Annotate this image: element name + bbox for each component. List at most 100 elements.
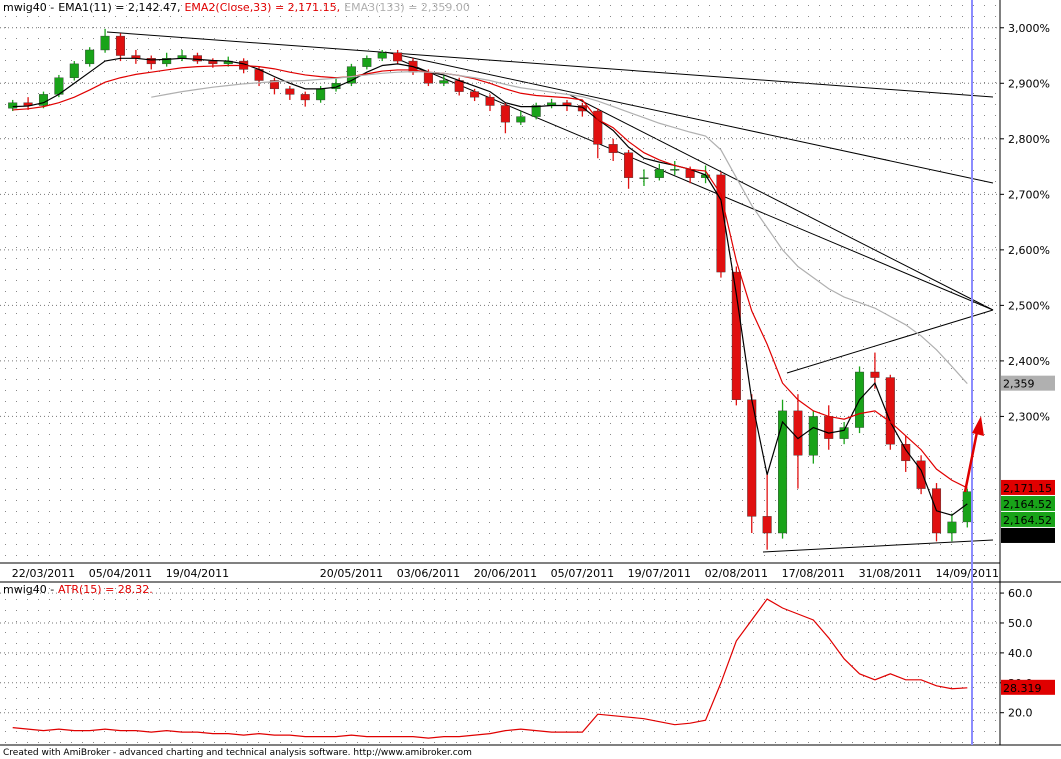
legend-entry: EMA1(11) = 2,142.47, [58, 1, 180, 14]
trendline [762, 539, 994, 553]
candle-body [793, 410, 803, 456]
value-label: 28.319 [1003, 682, 1042, 695]
candle-body [115, 35, 125, 56]
value-label: 2,164.52 [1003, 514, 1052, 527]
candle-body [639, 177, 649, 179]
trendline [399, 59, 994, 311]
candle-body [285, 88, 295, 95]
candle-body [593, 110, 603, 145]
series-line [151, 71, 968, 385]
candle-body [362, 58, 372, 67]
candle-body [423, 71, 433, 84]
value-label: 2,142.47 [1003, 530, 1052, 543]
x-tick-label: 20/06/2011 [474, 567, 537, 580]
candle-body [731, 271, 741, 400]
candle-body [901, 443, 911, 462]
candle-body [824, 416, 834, 439]
candle-body [8, 102, 18, 109]
value-label-box [1001, 479, 1055, 495]
series-line [12, 598, 968, 739]
value-label-box [1001, 527, 1055, 543]
x-tick-label: 14/09/2011 [936, 567, 999, 580]
candle-body [485, 96, 495, 106]
trendline [106, 31, 994, 98]
candle-body [916, 460, 926, 489]
candle-body [808, 416, 818, 456]
candle-body [762, 516, 772, 534]
x-tick-label: 03/06/2011 [397, 567, 460, 580]
trendline [384, 51, 994, 184]
candle-body [885, 377, 895, 445]
value-label-box [1001, 375, 1055, 391]
candle-body [85, 49, 95, 65]
candle-body [300, 94, 310, 101]
x-tick-label: 22/03/2011 [12, 567, 75, 580]
candle-body [192, 55, 202, 62]
candle-body [439, 80, 449, 84]
y-tick-label: 2,600% [1008, 244, 1050, 257]
candle-body [624, 152, 634, 178]
candle-body [531, 105, 541, 117]
candle-body [577, 105, 587, 112]
candle-body [331, 83, 341, 90]
y-tick-label: 2,400% [1008, 355, 1050, 368]
y-tick-label: 2,300% [1008, 410, 1050, 423]
header-title: mwig40 - [3, 1, 54, 14]
panel-header: mwig40 - EMA1(11) = 2,142.47, EMA2(Close,3… [3, 1, 470, 14]
x-tick-label: 19/04/2011 [166, 567, 229, 580]
candle-body [377, 52, 387, 59]
candle-body [100, 35, 110, 51]
x-tick-label: 02/08/2011 [705, 567, 768, 580]
series-line [12, 57, 968, 516]
x-tick-label: 19/07/2011 [628, 567, 691, 580]
candle-body [654, 169, 664, 178]
candle-body [162, 58, 172, 65]
candle-body [947, 521, 957, 534]
candle-body [839, 427, 849, 439]
arrow-head [972, 416, 984, 436]
y-tick-label: 40.0 [1008, 647, 1033, 660]
x-tick-label: 05/04/2011 [89, 567, 152, 580]
header-title: mwig40 - [3, 583, 54, 596]
candle-body [516, 116, 526, 123]
y-tick-label: 20.0 [1008, 707, 1033, 720]
y-tick-label: 2,900% [1008, 77, 1050, 90]
candle-body [393, 52, 403, 62]
candle-body [69, 63, 79, 78]
trendline [569, 94, 994, 311]
candle-body [346, 66, 356, 84]
footer: Created with AmiBroker - advanced charti… [3, 748, 472, 758]
arrow-shaft [963, 431, 979, 493]
y-tick-label: 60.0 [1008, 587, 1033, 600]
x-tick-label: 05/07/2011 [551, 567, 614, 580]
candle-body [146, 58, 156, 65]
candle-body [316, 88, 326, 101]
candle-body [208, 60, 218, 65]
y-tick-label: 3,000% [1008, 22, 1050, 35]
x-tick-label: 20/05/2011 [320, 567, 383, 580]
value-label: 2,171.15 [1003, 482, 1052, 495]
legend-entry: EMA3(133) = 2,359.00 [344, 1, 470, 14]
panel-header: mwig40 - ATR(15) = 28.32. [3, 583, 153, 596]
value-label: 2,164.52 [1003, 498, 1052, 511]
trendlines [106, 31, 994, 553]
plot-area: 2,300% 2,400% 2,500% 2,600% 2,700% 2,800% 2,90… [0, 1, 1055, 739]
y-tick-label: 2,500% [1008, 299, 1050, 312]
candle-body [670, 169, 680, 171]
candle-body [870, 371, 880, 378]
price-panel-bg [0, 0, 1000, 563]
y-tick-label: 2,700% [1008, 188, 1050, 201]
candle-body [470, 91, 480, 98]
value-label-box [1001, 495, 1055, 511]
series-line [12, 64, 968, 489]
value-label-box [1001, 679, 1055, 695]
candle-body [269, 80, 279, 90]
y-tick-label: 50.0 [1008, 617, 1033, 630]
legend-entry: ATR(15) = 28.32. [58, 583, 153, 596]
value-label-box [1001, 511, 1055, 527]
candle-body [608, 144, 618, 153]
y-tick-label: 2,800% [1008, 133, 1050, 146]
value-label: 2,359 [1003, 378, 1035, 391]
